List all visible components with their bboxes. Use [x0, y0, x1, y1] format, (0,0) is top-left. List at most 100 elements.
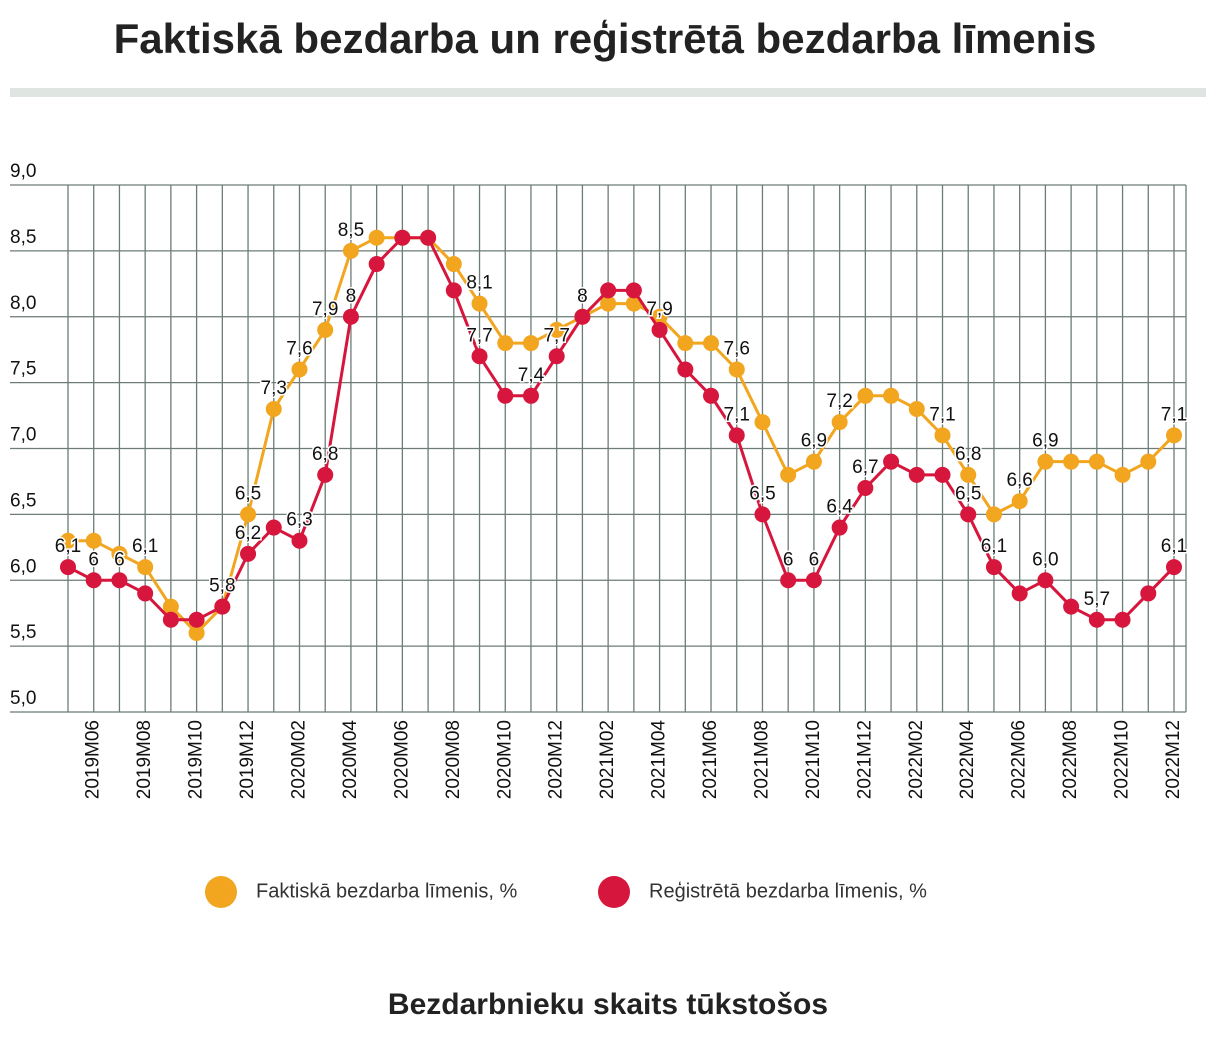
x-tick-label: 2021M02 — [597, 720, 618, 799]
data-point — [368, 229, 385, 246]
x-tick-label: 2020M04 — [340, 720, 361, 800]
data-label: 7,2 — [826, 391, 852, 412]
data-point — [522, 335, 539, 352]
section-heading: Bezdarbnieku skaits tūkstošos — [388, 988, 828, 1021]
data-point — [85, 532, 102, 549]
data-point — [985, 559, 1002, 576]
data-point — [780, 572, 797, 589]
data-label: 6,1 — [981, 536, 1007, 557]
data-point — [677, 335, 694, 352]
data-point — [651, 308, 668, 325]
data-point — [497, 387, 514, 404]
data-point — [317, 321, 334, 338]
data-point — [574, 308, 591, 325]
y-tick-label: 7,0 — [10, 425, 36, 446]
y-tick-label: 6,5 — [10, 490, 36, 511]
data-point — [625, 295, 642, 312]
data-point — [960, 466, 977, 483]
data-label: 7,7 — [543, 325, 569, 346]
data-label: 7,1 — [1161, 404, 1187, 425]
data-point — [754, 414, 771, 431]
y-tick-label: 8,0 — [10, 293, 36, 314]
data-point — [780, 466, 797, 483]
series-line — [68, 236, 1176, 636]
data-label: 8 — [577, 286, 588, 307]
y-tick-label: 5,5 — [10, 622, 36, 643]
data-point — [137, 585, 154, 602]
data-point — [522, 387, 539, 404]
data-point — [1140, 453, 1157, 470]
data-label: 6,1 — [132, 536, 158, 557]
data-label: 7,3 — [261, 378, 287, 399]
x-tick-label: 2022M08 — [1060, 720, 1081, 799]
data-point — [831, 414, 848, 431]
data-point — [600, 282, 617, 299]
data-point — [85, 572, 102, 589]
data-point — [1088, 453, 1105, 470]
data-point — [497, 335, 514, 352]
data-label: 7,9 — [312, 299, 338, 320]
x-tick-label: 2020M10 — [494, 720, 515, 799]
data-point — [908, 466, 925, 483]
x-tick-label: 2020M02 — [289, 720, 310, 799]
data-point — [394, 229, 411, 246]
data-point — [883, 387, 900, 404]
x-tick-label: 2021M12 — [854, 720, 875, 799]
data-point — [317, 466, 334, 483]
data-point — [1114, 611, 1131, 628]
x-tick-label: 2021M08 — [751, 720, 772, 799]
x-tick-label: 2022M12 — [1163, 720, 1184, 799]
data-point — [137, 559, 154, 576]
data-point — [265, 400, 282, 417]
data-label: 6,5 — [955, 483, 981, 504]
data-point — [1063, 598, 1080, 615]
data-point — [703, 387, 720, 404]
title-rule — [10, 88, 1206, 97]
data-label: 6 — [809, 549, 820, 570]
data-point — [471, 348, 488, 365]
data-label: 7,1 — [929, 404, 955, 425]
data-point — [1140, 585, 1157, 602]
data-point — [548, 348, 565, 365]
data-point — [1114, 466, 1131, 483]
x-tick-label: 2022M10 — [1112, 720, 1133, 799]
data-point — [111, 545, 128, 562]
y-tick-label: 8,5 — [10, 227, 36, 248]
x-tick-label: 2021M06 — [700, 720, 721, 799]
data-point — [291, 361, 308, 378]
legend-label: Faktiskā bezdarba līmenis, % — [256, 880, 517, 902]
x-tick-label: 2019M06 — [83, 720, 104, 799]
data-point — [420, 229, 437, 246]
data-point — [651, 321, 668, 338]
data-point — [471, 295, 488, 312]
data-point — [883, 453, 900, 470]
data-point — [677, 361, 694, 378]
data-label: 6,0 — [1032, 549, 1058, 570]
data-point — [728, 361, 745, 378]
data-point — [1063, 453, 1080, 470]
data-point — [162, 598, 179, 615]
data-label: 6 — [114, 549, 125, 570]
data-point — [368, 256, 385, 273]
x-tick-label: 2022M04 — [957, 720, 978, 800]
data-point — [445, 256, 462, 273]
data-point — [291, 532, 308, 549]
x-tick-label: 2020M08 — [443, 720, 464, 799]
data-label: 7,4 — [518, 365, 545, 386]
data-point — [240, 506, 257, 523]
data-point — [240, 545, 257, 562]
data-point — [703, 335, 720, 352]
data-point — [1166, 559, 1182, 576]
chart-title: Faktiskā bezdarba un reģistrētā bezdarba… — [114, 15, 1097, 62]
data-label: 7,9 — [646, 299, 672, 320]
data-point — [188, 624, 205, 641]
data-point — [625, 282, 642, 299]
data-point — [265, 519, 282, 536]
y-tick-label: 6,0 — [10, 556, 36, 577]
x-tick-label: 2021M04 — [649, 720, 670, 800]
data-point — [908, 400, 925, 417]
x-tick-label: 2022M06 — [1009, 720, 1030, 799]
x-tick-label: 2020M06 — [391, 720, 412, 799]
data-point — [445, 282, 462, 299]
data-label: 6 — [88, 549, 99, 570]
